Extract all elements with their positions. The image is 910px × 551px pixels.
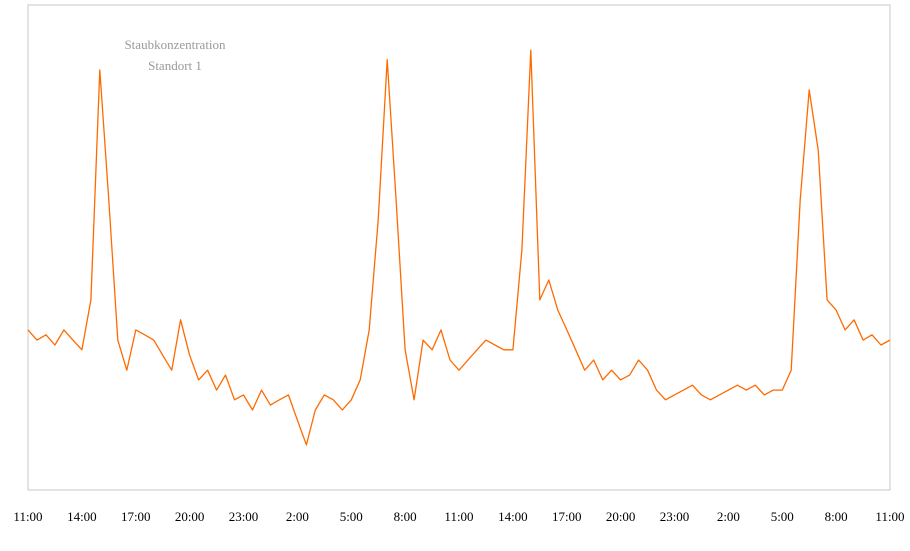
x-tick-label: 23:00: [229, 509, 259, 524]
x-tick-label: 5:00: [340, 509, 363, 524]
x-tick-label: 2:00: [286, 509, 309, 524]
x-tick-label: 2:00: [717, 509, 740, 524]
x-tick-label: 17:00: [121, 509, 151, 524]
data-line: [27, 49, 891, 446]
x-tick-label: 20:00: [175, 509, 205, 524]
chart-title: Standort 1: [148, 58, 202, 73]
x-tick-label: 8:00: [394, 509, 417, 524]
x-tick-label: 14:00: [498, 509, 528, 524]
x-tick-label: 14:00: [67, 509, 97, 524]
x-tick-label: 11:00: [13, 509, 42, 524]
x-tick-label: 17:00: [552, 509, 582, 524]
chart-title: Staubkonzentration: [124, 37, 226, 52]
x-tick-label: 11:00: [444, 509, 473, 524]
x-tick-label: 11:00: [875, 509, 904, 524]
x-tick-label: 23:00: [660, 509, 690, 524]
x-tick-label: 5:00: [771, 509, 794, 524]
plot-area: [27, 4, 891, 491]
x-tick-label: 8:00: [825, 509, 848, 524]
x-tick-label: 20:00: [606, 509, 636, 524]
